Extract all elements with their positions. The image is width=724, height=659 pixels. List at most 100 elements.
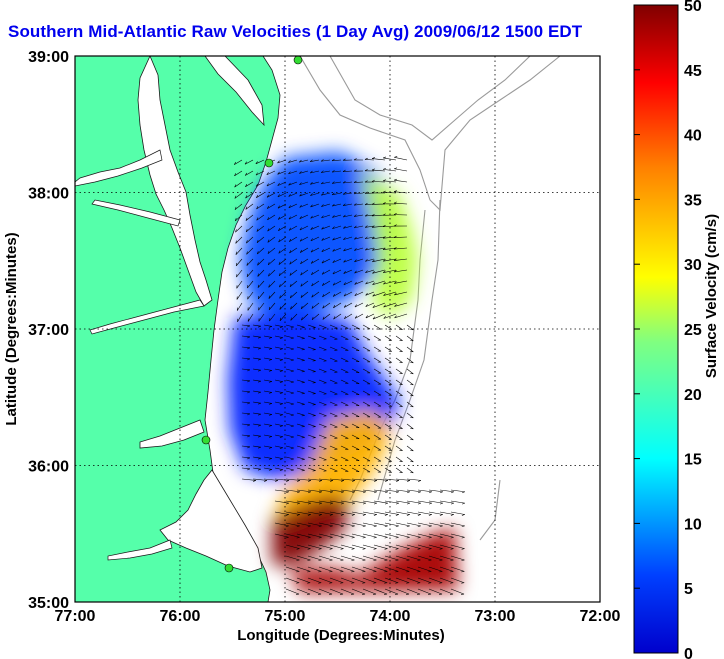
velocity-region bbox=[275, 410, 392, 525]
vector-arrow bbox=[329, 555, 344, 561]
vector-arrow bbox=[329, 434, 338, 439]
vector-arrow bbox=[394, 291, 408, 296]
vector-arrowhead bbox=[353, 158, 357, 161]
vector-arrow bbox=[373, 522, 388, 527]
vector-arrowhead bbox=[279, 337, 283, 339]
vector-arrow bbox=[235, 258, 243, 267]
vector-arrow bbox=[450, 489, 465, 493]
vector-arrow bbox=[340, 555, 355, 561]
vector-arrowhead bbox=[268, 337, 272, 339]
vector-arrowhead bbox=[461, 548, 465, 550]
vector-arrow bbox=[351, 401, 360, 406]
vector-arrowhead bbox=[296, 514, 300, 516]
vector-arrow bbox=[310, 159, 320, 162]
vector-arrow bbox=[329, 379, 338, 384]
vector-arrow bbox=[285, 478, 300, 481]
vector-arrowhead bbox=[354, 270, 357, 274]
vector-arrowhead bbox=[382, 259, 386, 262]
vector-arrow bbox=[296, 423, 305, 427]
vector-arrow bbox=[372, 236, 386, 240]
vector-arrowhead bbox=[417, 548, 421, 550]
vector-arrowhead bbox=[235, 251, 237, 255]
vector-arrow bbox=[383, 302, 397, 308]
vector-arrowhead bbox=[308, 480, 312, 482]
vector-arrow bbox=[406, 566, 421, 572]
vector-arrow bbox=[318, 467, 327, 472]
vector-arrow bbox=[332, 280, 342, 286]
vector-arrow bbox=[289, 258, 298, 265]
vector-arrowhead bbox=[279, 403, 283, 405]
vector-arrow bbox=[296, 324, 305, 328]
vector-arrow bbox=[307, 555, 322, 561]
vector-arrow bbox=[406, 522, 421, 527]
vector-arrowhead bbox=[268, 469, 272, 471]
vector-arrowhead bbox=[322, 294, 325, 298]
vector-arrow bbox=[343, 236, 353, 240]
vector-arrow bbox=[439, 522, 454, 527]
vector-arrowhead bbox=[277, 216, 281, 220]
vector-arrowhead bbox=[267, 239, 270, 243]
vector-arrow bbox=[372, 302, 386, 308]
vector-arrowhead bbox=[418, 480, 422, 482]
pamlico-river bbox=[107, 539, 173, 561]
vector-arrowhead bbox=[258, 457, 262, 460]
vector-arrow bbox=[373, 368, 381, 374]
vector-arrowhead bbox=[362, 536, 366, 539]
vector-arrow bbox=[351, 456, 360, 461]
vector-arrow bbox=[362, 544, 377, 549]
vector-arrowhead bbox=[331, 181, 335, 184]
vector-arrow bbox=[384, 401, 392, 407]
vector-arrow bbox=[278, 225, 287, 232]
vector-arrowhead bbox=[340, 536, 344, 539]
delaware-bay bbox=[204, 56, 265, 127]
vector-arrowhead bbox=[264, 480, 268, 482]
vector-arrowhead bbox=[286, 480, 290, 482]
vector-arrowhead bbox=[371, 157, 375, 159]
vector-arrow bbox=[296, 522, 311, 527]
vector-arrow bbox=[252, 390, 261, 393]
vector-arrow bbox=[274, 489, 289, 493]
vector-arrow bbox=[395, 445, 403, 451]
vector-arrowhead bbox=[344, 315, 347, 319]
vector-arrowhead bbox=[256, 194, 259, 198]
vector-arrowhead bbox=[267, 228, 270, 232]
vector-arrow bbox=[278, 214, 287, 220]
colorbar-tick-label: 40 bbox=[684, 128, 702, 145]
vector-arrowhead bbox=[258, 424, 262, 427]
vector-arrowhead bbox=[301, 348, 305, 351]
vector-arrowhead bbox=[351, 559, 355, 561]
vector-arrow bbox=[354, 214, 364, 217]
vector-arrow bbox=[395, 478, 410, 481]
vector-arrowhead bbox=[331, 170, 335, 173]
vector-arrowhead bbox=[307, 514, 311, 516]
vector-arrowhead bbox=[320, 159, 324, 162]
vector-arrowhead bbox=[351, 514, 355, 516]
vector-arrowhead bbox=[461, 502, 465, 505]
vector-arrow bbox=[395, 401, 403, 407]
vector-arrowhead bbox=[320, 170, 324, 173]
vector-arrow bbox=[372, 225, 386, 228]
vector-arrow bbox=[373, 423, 381, 429]
vector-arrowhead bbox=[365, 304, 368, 307]
vector-arrowhead bbox=[332, 237, 335, 241]
vector-arrow bbox=[373, 478, 388, 481]
vector-arrowhead bbox=[279, 436, 283, 438]
vector-arrow bbox=[340, 357, 349, 362]
vector-arrowhead bbox=[290, 458, 294, 461]
vector-arrow bbox=[406, 555, 421, 561]
vector-arrow bbox=[245, 192, 254, 199]
vector-arrow bbox=[285, 522, 300, 527]
vector-arrow bbox=[257, 280, 265, 288]
vector-arrowhead bbox=[373, 559, 377, 561]
vector-arrowhead bbox=[267, 217, 270, 221]
vector-arrow bbox=[351, 467, 360, 472]
vector-arrowhead bbox=[253, 480, 257, 482]
vector-arrowhead bbox=[247, 468, 251, 471]
vector-arrow bbox=[278, 247, 287, 254]
vector-arrowhead bbox=[256, 217, 259, 221]
vector-arrowhead bbox=[365, 247, 368, 251]
vector-arrowhead bbox=[407, 480, 411, 482]
vector-arrowhead bbox=[279, 425, 283, 427]
vector-arrow bbox=[307, 511, 322, 515]
vector-arrowhead bbox=[299, 216, 302, 219]
